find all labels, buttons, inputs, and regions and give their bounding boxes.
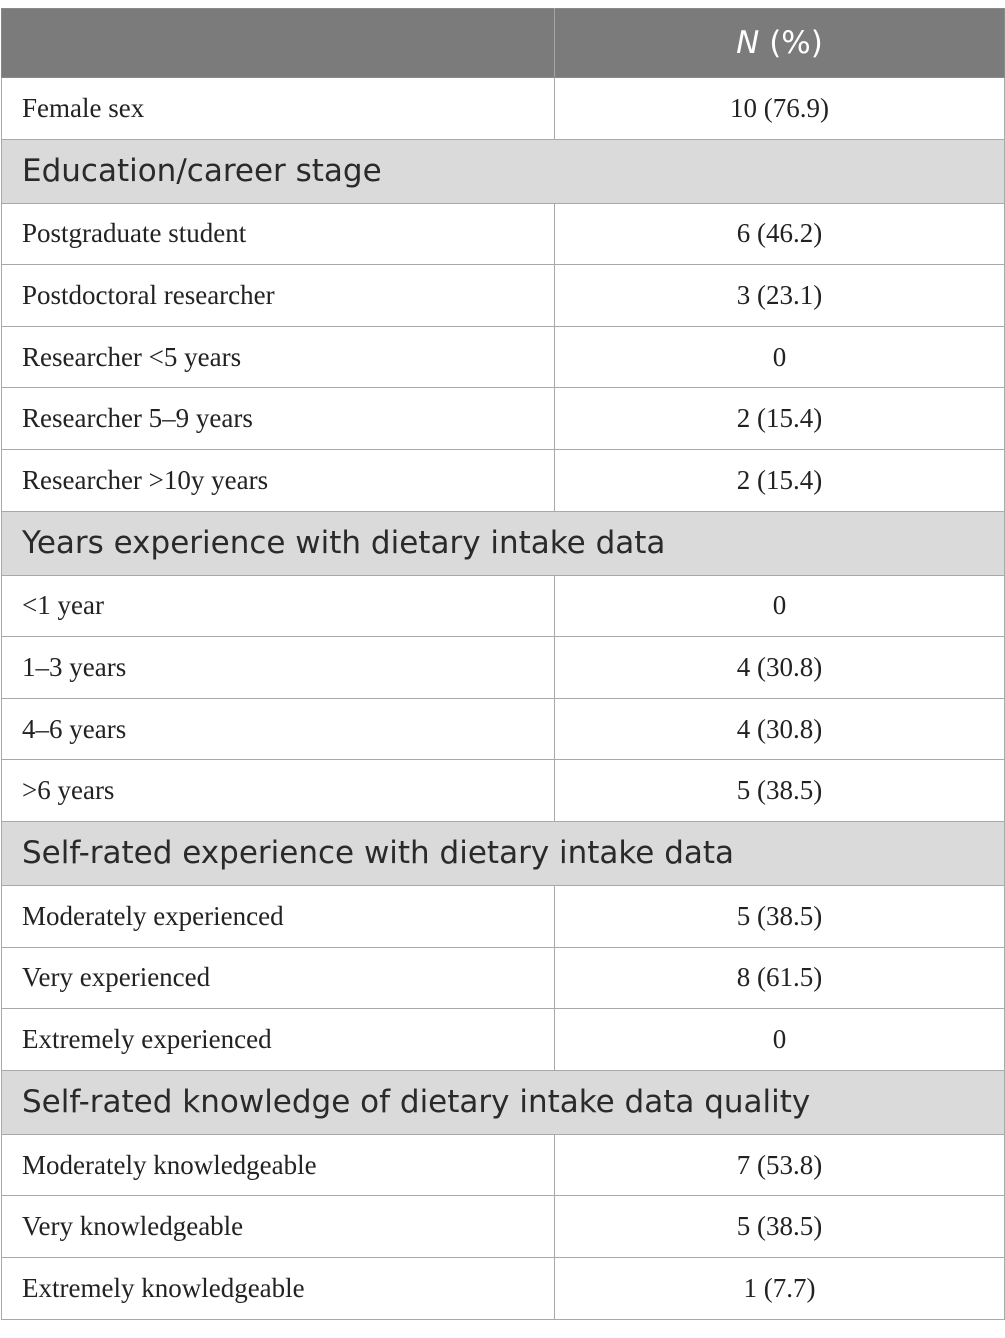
row-label: Extremely knowledgeable xyxy=(1,1256,555,1320)
row-value: 7 (53.8) xyxy=(554,1133,1005,1197)
table-row: Very experienced 8 (61.5) xyxy=(1,946,1005,1010)
table-row: Moderately experienced 5 (38.5) xyxy=(1,884,1005,948)
header-n-label: N xyxy=(736,25,760,61)
section-header-years-experience: Years experience with dietary intake dat… xyxy=(1,510,1005,576)
section-title: Education/career stage xyxy=(1,138,1005,204)
header-value-cell: N (%) xyxy=(554,8,1005,78)
table-row: Female sex 10 (76.9) xyxy=(1,77,1005,140)
table-row: Researcher 5–9 years 2 (15.4) xyxy=(1,387,1005,450)
table-row: Researcher <5 years 0 xyxy=(1,325,1005,389)
participant-characteristics-table: N (%) Female sex 10 (76.9) Education/car… xyxy=(1,8,1005,1320)
section-title: Self-rated knowledge of dietary intake d… xyxy=(1,1069,1005,1135)
row-value: 10 (76.9) xyxy=(554,77,1005,140)
row-label: Postgraduate student xyxy=(1,202,555,266)
section-header-education: Education/career stage xyxy=(1,138,1005,204)
table-row: >6 years 5 (38.5) xyxy=(1,759,1005,822)
section-title: Self-rated experience with dietary intak… xyxy=(1,820,1005,886)
table-row: Very knowledgeable 5 (38.5) xyxy=(1,1195,1005,1258)
table-row: Postdoctoral researcher 3 (23.1) xyxy=(1,264,1005,327)
row-label: >6 years xyxy=(1,759,555,822)
row-label: 1–3 years xyxy=(1,636,555,699)
table-row: Moderately knowledgeable 7 (53.8) xyxy=(1,1133,1005,1197)
header-label-cell xyxy=(1,8,555,78)
table-row: Extremely knowledgeable 1 (7.7) xyxy=(1,1256,1005,1320)
row-value: 0 xyxy=(554,1008,1005,1071)
row-value: 5 (38.5) xyxy=(554,1195,1005,1258)
row-value: 4 (30.8) xyxy=(554,697,1005,761)
row-value: 6 (46.2) xyxy=(554,202,1005,266)
row-label: Researcher 5–9 years xyxy=(1,387,555,450)
row-label: Moderately knowledgeable xyxy=(1,1133,555,1197)
table-row: 4–6 years 4 (30.8) xyxy=(1,697,1005,761)
row-label: 4–6 years xyxy=(1,697,555,761)
section-header-self-rated-experience: Self-rated experience with dietary intak… xyxy=(1,820,1005,886)
header-percent-label: (%) xyxy=(759,25,823,61)
table-row: 1–3 years 4 (30.8) xyxy=(1,636,1005,699)
section-header-self-rated-knowledge: Self-rated knowledge of dietary intake d… xyxy=(1,1069,1005,1135)
row-label: Moderately experienced xyxy=(1,884,555,948)
row-label: <1 year xyxy=(1,574,555,638)
row-value: 4 (30.8) xyxy=(554,636,1005,699)
row-label: Researcher <5 years xyxy=(1,325,555,389)
row-value: 5 (38.5) xyxy=(554,759,1005,822)
row-value: 2 (15.4) xyxy=(554,387,1005,450)
row-label: Extremely experienced xyxy=(1,1008,555,1071)
row-label: Very knowledgeable xyxy=(1,1195,555,1258)
table-header-row: N (%) xyxy=(1,8,1005,78)
row-value: 3 (23.1) xyxy=(554,264,1005,327)
row-value: 0 xyxy=(554,325,1005,389)
table-row: Extremely experienced 0 xyxy=(1,1008,1005,1071)
section-title: Years experience with dietary intake dat… xyxy=(1,510,1005,576)
row-value: 8 (61.5) xyxy=(554,946,1005,1010)
row-label: Postdoctoral researcher xyxy=(1,264,555,327)
row-value: 0 xyxy=(554,574,1005,638)
row-label: Very experienced xyxy=(1,946,555,1010)
row-value: 2 (15.4) xyxy=(554,448,1005,512)
row-label: Female sex xyxy=(1,77,555,140)
row-label: Researcher >10y years xyxy=(1,448,555,512)
table-row: Postgraduate student 6 (46.2) xyxy=(1,202,1005,266)
table-row: Researcher >10y years 2 (15.4) xyxy=(1,448,1005,512)
table-row: <1 year 0 xyxy=(1,574,1005,638)
row-value: 1 (7.7) xyxy=(554,1256,1005,1320)
row-value: 5 (38.5) xyxy=(554,884,1005,948)
